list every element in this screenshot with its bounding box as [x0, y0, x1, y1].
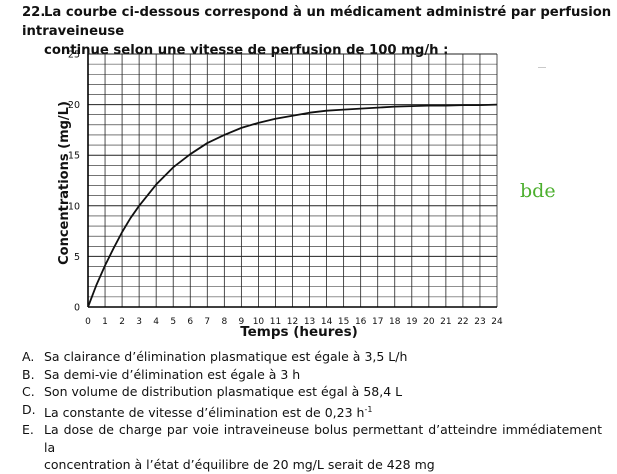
- y-tick-label: 5: [74, 252, 80, 263]
- x-tick-label: 1: [102, 317, 108, 327]
- y-tick-label: 15: [68, 151, 80, 162]
- answer-letter: A.: [22, 349, 35, 364]
- answer-d[interactable]: D. La constante de vitesse d’élimination…: [22, 401, 602, 422]
- answer-letter: C.: [22, 384, 35, 399]
- x-tick-label: 21: [440, 317, 451, 327]
- answer-e[interactable]: E. La dose de charge par voie intraveine…: [22, 421, 602, 474]
- stray-mark: [538, 67, 546, 68]
- x-tick-label: 7: [204, 317, 210, 327]
- x-tick-label: 0: [85, 317, 91, 327]
- x-tick-label: 11: [270, 317, 281, 327]
- answer-text-block: La dose de charge par voie intraveineuse…: [44, 421, 602, 474]
- x-tick-label: 2: [119, 317, 125, 327]
- answer-letter: E.: [22, 422, 34, 438]
- concentration-curve: [87, 103, 498, 308]
- y-tick-label: 0: [74, 303, 80, 314]
- x-tick-label: 5: [170, 317, 176, 327]
- question-text-line-1: La courbe ci-dessous correspond à un méd…: [22, 5, 612, 39]
- x-axis-label: Temps (heures): [240, 324, 358, 340]
- answer-text: Son volume de distribution plasmatique e…: [44, 384, 403, 399]
- x-tick-label: 22: [457, 317, 468, 327]
- answer-letter: B.: [22, 366, 35, 382]
- x-tick-label: 6: [187, 317, 193, 327]
- x-tick-label: 18: [389, 317, 401, 327]
- x-tick-label: 23: [474, 317, 485, 327]
- x-tick-label: 9: [239, 317, 245, 327]
- answer-superscript: -1: [364, 404, 373, 414]
- concentration-chart: 0 1 2 3 4 5 6 7 8 9 10 11 12 13 14 15 16 17 18 19 20 21 22 23 24…: [57, 50, 503, 341]
- handwritten-annotation: bde: [520, 180, 556, 202]
- answer-text-main: La constante de vitesse d’élimination es…: [44, 404, 365, 420]
- answer-text: Sa clairance d’élimination plasmatique e…: [44, 349, 408, 364]
- x-tick-label: 15: [338, 317, 349, 327]
- answer-b[interactable]: B. Sa demi-vie d’élimination est égale à…: [22, 366, 602, 384]
- chart-tick-labels: 0 1 2 3 4 5 6 7 8 9 10 11 12 13 14 15 16 17 18 19 20 21 22 23 24…: [68, 50, 503, 328]
- x-tick-label: 19: [406, 317, 418, 327]
- y-tick-label: 10: [68, 201, 80, 212]
- chart-series: [87, 103, 498, 308]
- question-number: 22.: [22, 5, 46, 20]
- chart-axes: [87, 54, 497, 308]
- x-tick-label: 8: [221, 317, 227, 327]
- x-tick-label: 12: [287, 317, 298, 327]
- answer-letter: D.: [22, 401, 36, 417]
- x-tick-label: 20: [423, 317, 435, 327]
- x-tick-label: 10: [253, 317, 265, 327]
- answer-text: Sa demi-vie d’élimination est égale à 3 …: [44, 366, 301, 382]
- answer-list: A. Sa clairance d’élimination plasmatiqu…: [22, 348, 602, 474]
- y-tick-label: 25: [68, 50, 80, 61]
- y-tick-label: 20: [68, 100, 80, 111]
- answer-a[interactable]: A. Sa clairance d’élimination plasmatiqu…: [22, 348, 602, 366]
- x-tick-label: 16: [355, 317, 367, 327]
- answer-text: La constante de vitesse d’élimination es…: [44, 401, 602, 422]
- x-tick-label: 24: [491, 317, 503, 327]
- x-tick-label: 4: [153, 317, 159, 327]
- answer-text-line-2: concentration à l’état d’équilibre de 20…: [44, 457, 435, 473]
- x-tick-label: 17: [372, 317, 383, 327]
- x-tick-label: 14: [321, 317, 333, 327]
- question-line-1: 22.La courbe ci-dessous correspond à un …: [22, 3, 612, 41]
- x-tick-label: 13: [304, 317, 315, 327]
- answer-text-line-1: La dose de charge par voie intraveineuse…: [44, 422, 602, 455]
- y-axis-label: Concentrations (mg/L): [57, 101, 72, 265]
- answer-c[interactable]: C. Son volume de distribution plasmatiqu…: [22, 383, 602, 401]
- chart-grid: [87, 53, 498, 308]
- x-tick-label: 3: [136, 317, 142, 327]
